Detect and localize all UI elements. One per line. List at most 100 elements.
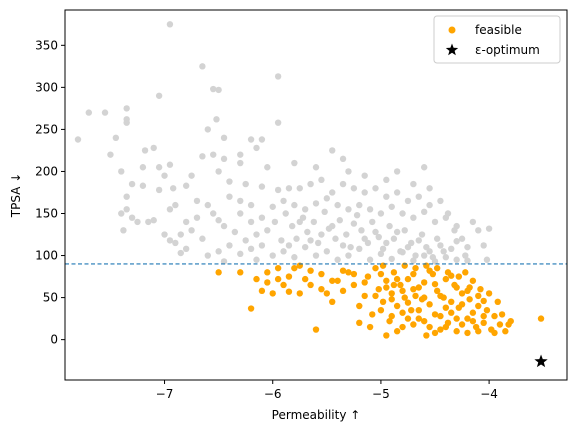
infeasible-point	[350, 220, 358, 227]
infeasible-point	[483, 256, 491, 263]
infeasible-point	[410, 214, 417, 221]
infeasible-point	[291, 254, 298, 261]
feasible-point	[383, 284, 390, 291]
infeasible-point	[139, 182, 147, 189]
feasible-point	[393, 275, 401, 283]
feasible-point	[442, 275, 450, 283]
infeasible-point	[242, 237, 249, 244]
feasible-point	[372, 292, 379, 300]
infeasible-point	[155, 164, 163, 171]
infeasible-point	[220, 258, 228, 265]
feasible-point	[458, 290, 466, 297]
infeasible-point	[247, 136, 255, 143]
feasible-point	[469, 309, 477, 316]
feasible-point	[274, 264, 282, 272]
feasible-point	[334, 277, 341, 284]
infeasible-point	[199, 153, 206, 160]
feasible-point	[383, 277, 390, 284]
infeasible-point	[237, 210, 244, 217]
infeasible-point	[469, 218, 477, 226]
infeasible-point	[440, 248, 447, 255]
infeasible-point	[372, 185, 379, 192]
infeasible-point	[366, 206, 374, 213]
feasible-point	[485, 290, 493, 297]
feasible-point	[307, 281, 314, 289]
feasible-point	[480, 297, 487, 305]
infeasible-point	[247, 245, 255, 253]
feasible-point	[345, 269, 352, 276]
legend-marker-feasible	[448, 26, 456, 34]
infeasible-point	[420, 164, 428, 171]
feasible-point	[426, 323, 433, 331]
infeasible-point	[123, 105, 130, 112]
feasible-point	[453, 328, 460, 335]
infeasible-point	[347, 243, 354, 251]
feasible-point	[258, 287, 266, 295]
infeasible-point	[390, 235, 398, 242]
infeasible-point	[285, 242, 293, 249]
infeasible-point	[172, 201, 179, 209]
feasible-point	[426, 267, 433, 274]
infeasible-point	[393, 189, 401, 196]
feasible-point	[377, 270, 385, 278]
infeasible-point	[343, 231, 350, 238]
feasible-point	[480, 319, 487, 327]
feasible-point	[285, 273, 293, 280]
feasible-point	[399, 287, 406, 295]
infeasible-point	[293, 235, 300, 242]
infeasible-point	[269, 203, 276, 210]
infeasible-point	[226, 193, 233, 200]
feasible-point	[491, 312, 498, 320]
infeasible-point	[375, 233, 382, 241]
infeasible-point	[226, 242, 233, 249]
infeasible-point	[258, 214, 266, 221]
feasible-point	[399, 309, 406, 316]
infeasible-point	[282, 210, 289, 217]
feasible-point	[296, 290, 303, 297]
feasible-point	[377, 307, 385, 314]
infeasible-point	[361, 172, 368, 179]
infeasible-point	[188, 172, 195, 179]
infeasible-point	[462, 252, 469, 259]
feasible-point	[475, 292, 482, 300]
infeasible-point	[437, 242, 444, 249]
feasible-point	[415, 307, 422, 314]
infeasible-point	[426, 201, 433, 209]
infeasible-point	[458, 235, 466, 242]
legend: feasible ε-optimum	[433, 15, 561, 64]
infeasible-point	[426, 248, 433, 255]
feasible-point	[412, 264, 419, 272]
feasible-point	[247, 305, 255, 312]
infeasible-point	[345, 252, 352, 259]
feasible-point	[453, 315, 460, 322]
infeasible-point	[264, 227, 271, 234]
feasible-point	[253, 275, 260, 283]
infeasible-point	[480, 242, 487, 249]
feasible-point	[386, 317, 393, 325]
infeasible-point	[383, 176, 390, 184]
infeasible-point	[150, 217, 157, 224]
y-tick-label: 150	[35, 207, 58, 221]
infeasible-point	[285, 185, 293, 192]
infeasible-point	[220, 222, 228, 230]
feasible-point	[291, 264, 298, 272]
feasible-point	[401, 294, 408, 301]
feasible-point	[366, 323, 374, 331]
feasible-point	[369, 311, 376, 318]
feasible-point	[274, 275, 282, 283]
infeasible-point	[301, 243, 309, 251]
infeasible-point	[329, 222, 336, 230]
feasible-point	[356, 302, 363, 310]
infeasible-point	[166, 161, 174, 168]
feasible-point	[466, 284, 473, 291]
infeasible-point	[314, 239, 322, 247]
infeasible-point	[361, 189, 368, 196]
infeasible-point	[215, 86, 222, 94]
feasible-point	[307, 267, 314, 274]
infeasible-point	[418, 231, 426, 238]
infeasible-point	[155, 92, 163, 99]
infeasible-point	[128, 214, 136, 221]
feasible-point	[399, 323, 406, 331]
infeasible-point	[193, 214, 201, 221]
infeasible-point	[237, 151, 244, 158]
